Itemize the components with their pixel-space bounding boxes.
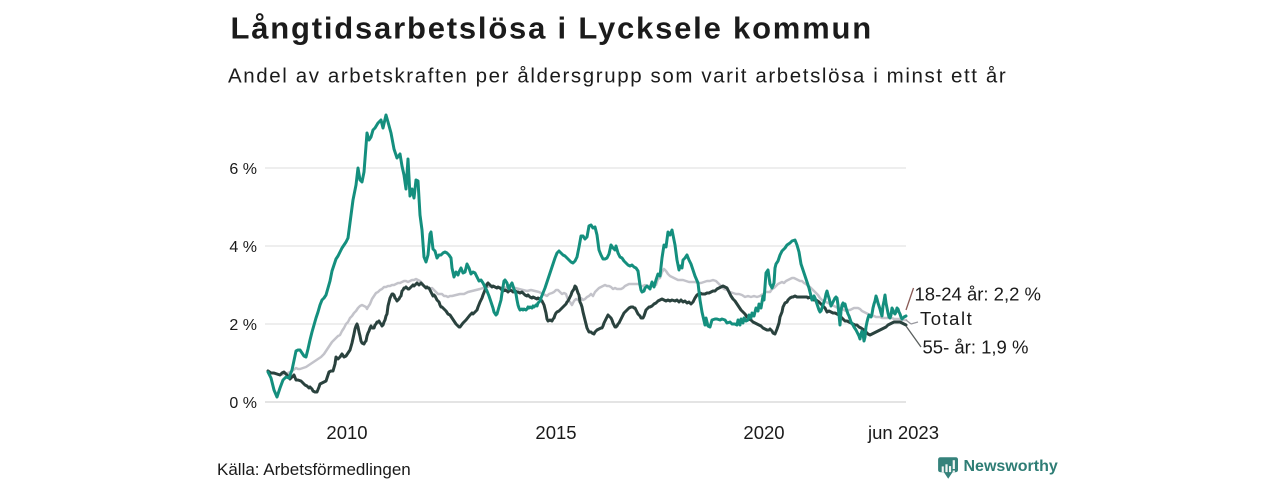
svg-text:2015: 2015 — [535, 422, 576, 443]
svg-text:Totalt: Totalt — [920, 308, 973, 329]
svg-text:18-24 år: 2,2 %: 18-24 år: 2,2 % — [915, 284, 1042, 305]
svg-text:6 %: 6 % — [229, 161, 257, 178]
svg-text:2 %: 2 % — [229, 317, 257, 334]
svg-text:Långtidsarbetslösa i Lycksele: Långtidsarbetslösa i Lycksele kommun — [231, 10, 874, 45]
svg-text:Källa: Arbetsförmedlingen: Källa: Arbetsförmedlingen — [217, 460, 411, 479]
svg-text:Andel av arbetskraften per åld: Andel av arbetskraften per åldersgrupp s… — [228, 65, 1007, 88]
svg-text:jun 2023: jun 2023 — [867, 422, 939, 443]
svg-text:Newsworthy: Newsworthy — [964, 458, 1058, 475]
svg-text:2020: 2020 — [743, 422, 784, 443]
svg-text:55- år: 1,9 %: 55- år: 1,9 % — [923, 337, 1029, 358]
svg-text:4 %: 4 % — [229, 239, 257, 256]
svg-text:2010: 2010 — [326, 422, 367, 443]
svg-text:0 %: 0 % — [229, 395, 257, 412]
